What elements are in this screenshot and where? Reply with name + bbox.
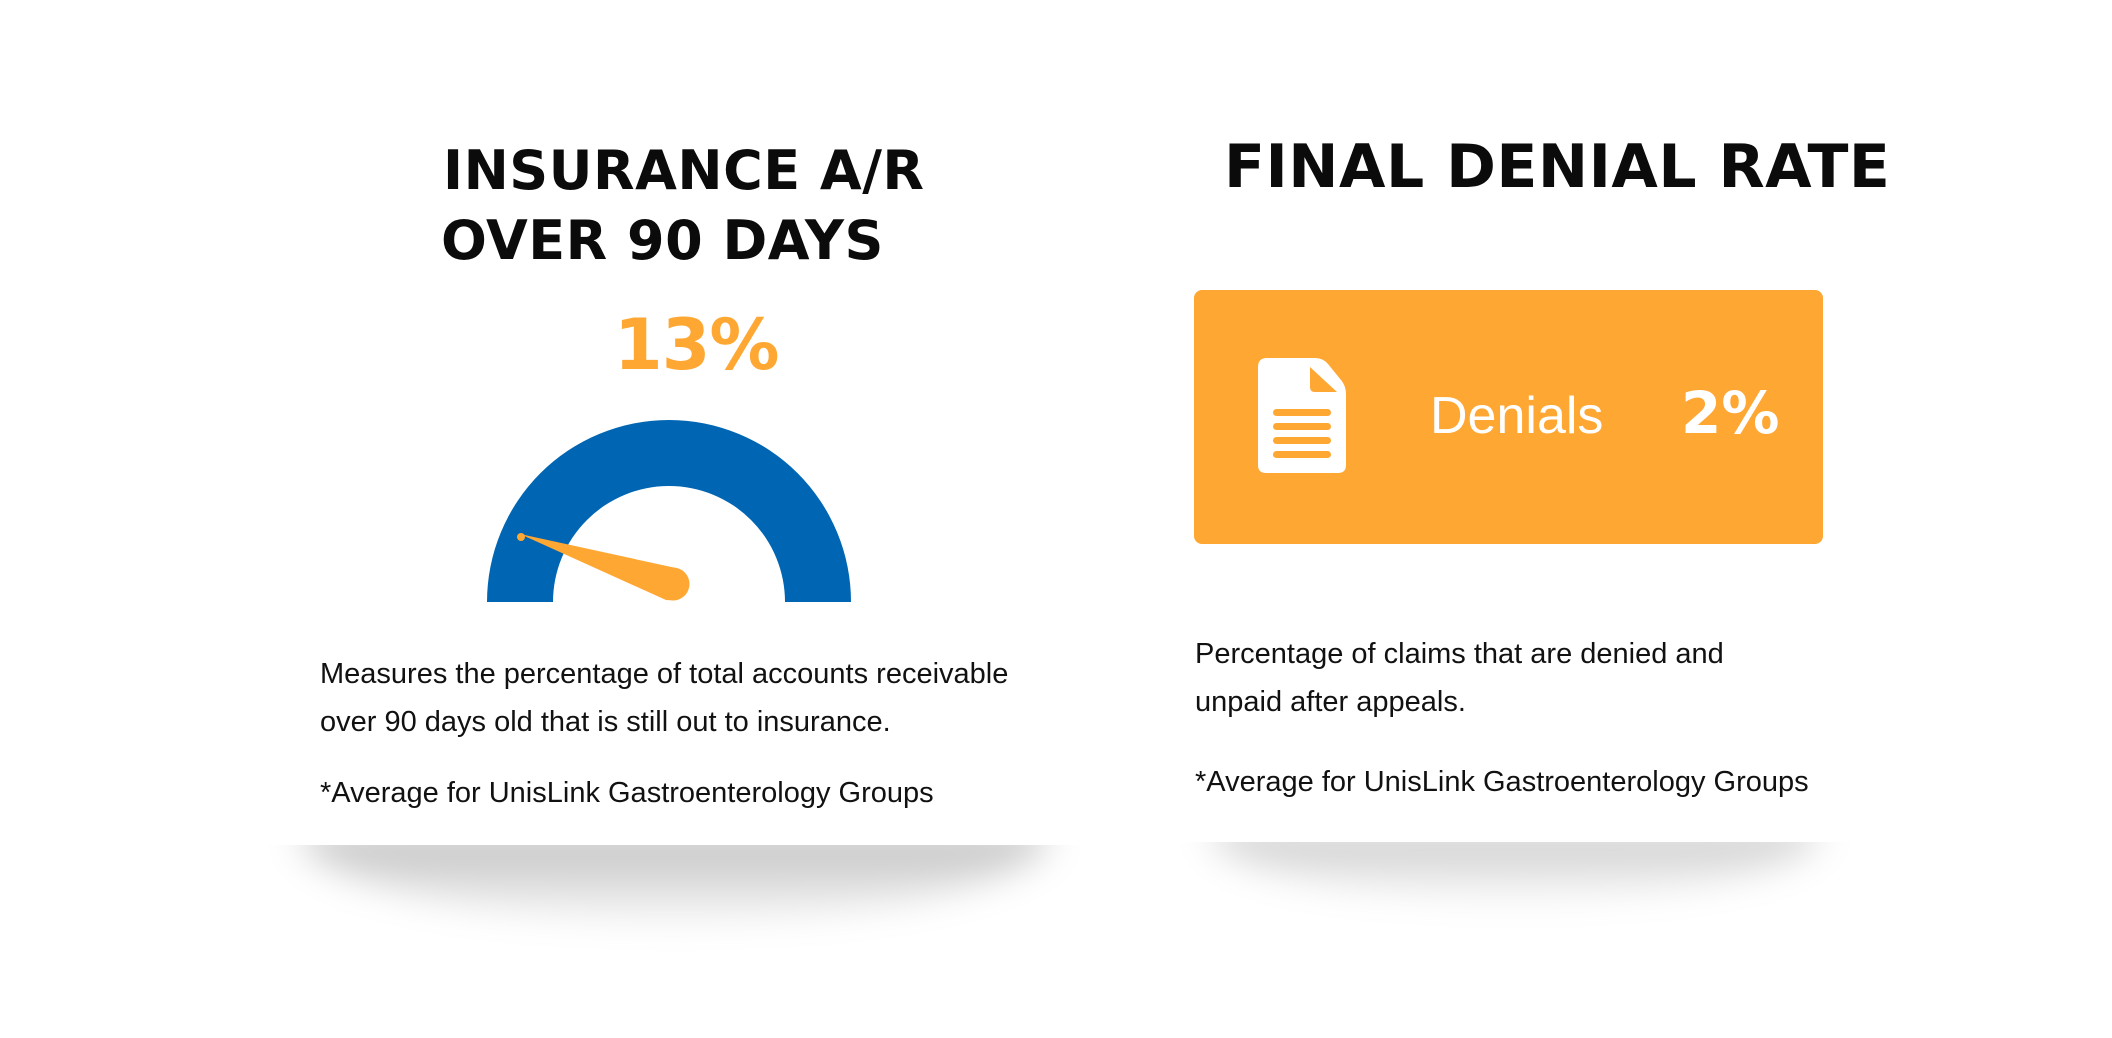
insurance-ar-title-line2: OVER 90 DAYS (441, 209, 884, 272)
final-denial-rate-title: FINAL DENIAL RATE (1224, 132, 1891, 202)
gauge-needle (517, 533, 690, 601)
insurance-ar-footnote: *Average for UnisLink Gastroenterology G… (320, 777, 934, 809)
insurance-ar-value: 13% (614, 304, 780, 386)
final-denial-rate-description: Percentage of claims that are denied and… (1195, 630, 1724, 726)
speedometer-gauge-icon (486, 418, 852, 603)
final-denial-rate-description-line2: unpaid after appeals. (1195, 686, 1466, 718)
insurance-ar-title-line1: INSURANCE A/R (443, 139, 925, 202)
final-denial-rate-footnote: *Average for UnisLink Gastroenterology G… (1195, 766, 1809, 798)
insurance-ar-description-line2: over 90 days old that is still out to in… (320, 706, 891, 738)
final-denial-rate-description-line1: Percentage of claims that are denied and (1195, 638, 1724, 670)
denials-label: Denials (1430, 387, 1604, 445)
gauge-arc (487, 420, 851, 602)
denials-value: 2% (1681, 379, 1780, 447)
denials-stat-box: Denials 2% (1194, 290, 1823, 544)
insurance-ar-description: Measures the percentage of total account… (320, 650, 1008, 746)
insurance-ar-description-line1: Measures the percentage of total account… (320, 658, 1009, 690)
document-icon (1257, 358, 1347, 473)
